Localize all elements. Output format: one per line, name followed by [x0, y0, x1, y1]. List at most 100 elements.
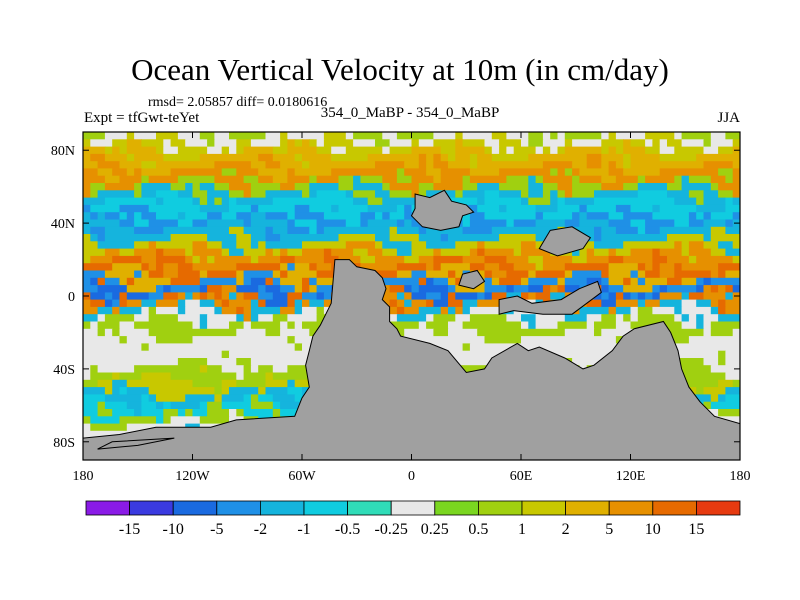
field-cell — [608, 255, 624, 264]
field-cell — [156, 299, 179, 308]
field-cell — [710, 321, 740, 330]
field-cell — [280, 285, 296, 293]
field-cell — [90, 212, 99, 221]
field-cell — [433, 299, 449, 308]
field-cell — [389, 234, 420, 242]
field-cell — [521, 336, 617, 344]
field-cell — [710, 270, 719, 279]
field-cell — [718, 350, 726, 359]
colorbar-swatch — [434, 500, 479, 516]
field-cell — [448, 299, 464, 308]
colorbar-swatch — [565, 500, 610, 516]
field-cell — [156, 161, 215, 170]
stats-label: rmsd= 2.05857 diff= 0.0180616 — [148, 95, 328, 110]
field-cell — [506, 314, 522, 323]
field-cell — [455, 292, 478, 301]
field-cell — [243, 409, 274, 417]
field-cell — [710, 212, 734, 221]
field-cell — [243, 394, 252, 403]
field-cell — [258, 241, 267, 250]
colorbar-label: 10 — [645, 521, 661, 538]
field-cell — [148, 292, 164, 301]
field-cell — [112, 168, 128, 177]
field-cell — [725, 358, 740, 366]
field-cell — [258, 168, 288, 177]
field-cell — [258, 394, 274, 403]
field-cell — [433, 132, 456, 140]
field-cell — [112, 292, 121, 301]
field-cell — [243, 219, 252, 228]
field-cell — [199, 299, 215, 308]
colorbar-swatch — [521, 500, 566, 516]
field-cell — [163, 248, 186, 257]
field-cell — [148, 241, 157, 250]
field-cell — [732, 328, 740, 337]
colorbar-label: -2 — [254, 521, 267, 538]
field-cell — [134, 132, 157, 140]
colorbar-swatch — [477, 500, 523, 516]
field-cell — [104, 248, 121, 257]
field-cell — [718, 190, 734, 199]
field-cell — [462, 299, 478, 308]
field-cell — [477, 328, 566, 337]
field-cell — [440, 175, 464, 184]
field-cell — [360, 336, 486, 344]
field-cell — [229, 146, 237, 155]
field-cell — [696, 321, 705, 330]
colorbar-label: 0.5 — [468, 521, 488, 538]
field-cell — [630, 153, 661, 162]
field-cell — [170, 372, 237, 381]
field-cell — [258, 204, 296, 213]
field-cell — [97, 285, 128, 293]
field-cell — [287, 321, 296, 330]
field-cell — [433, 175, 442, 184]
field-cell — [163, 292, 179, 301]
field-cell — [550, 197, 559, 206]
field-cell — [280, 409, 303, 417]
field-cell — [608, 292, 617, 301]
field-cell — [309, 285, 318, 293]
field-cell — [214, 394, 223, 403]
field-cell — [287, 379, 296, 388]
field-cell — [608, 219, 632, 228]
colorbar-label: -0.25 — [375, 521, 408, 538]
field-cell — [199, 277, 237, 286]
field-cell — [207, 292, 215, 301]
field-cell — [667, 328, 705, 337]
field-cell — [207, 255, 215, 264]
field-cell — [126, 277, 135, 286]
field-cell — [659, 248, 683, 257]
field-cell — [535, 263, 544, 272]
field-cell — [97, 321, 121, 330]
field-cell — [426, 314, 434, 323]
field-cell — [630, 270, 639, 279]
field-cell — [389, 139, 413, 148]
field-cell — [710, 299, 719, 308]
field-cell — [375, 255, 405, 264]
field-cell — [309, 226, 318, 235]
colorbar-swatch — [390, 500, 436, 516]
field-cell — [199, 292, 208, 301]
field-cell — [411, 299, 427, 308]
field-cell — [535, 292, 551, 301]
field-cell — [134, 314, 150, 323]
field-cell — [280, 306, 296, 315]
field-cell — [236, 292, 245, 301]
land-northern-continent — [410, 189, 475, 231]
field-cell — [601, 270, 610, 279]
field-cell — [207, 212, 223, 221]
field-cell — [499, 139, 522, 148]
field-cell — [221, 241, 237, 250]
field-cell — [521, 139, 529, 148]
field-cell — [141, 270, 150, 279]
field-cell — [703, 234, 712, 242]
field-cell — [579, 219, 610, 228]
field-cell — [469, 168, 500, 177]
field-cell — [141, 190, 157, 199]
field-cell — [608, 285, 624, 293]
field-cell — [141, 212, 157, 221]
field-cell — [718, 263, 740, 272]
field-cell — [710, 226, 726, 235]
field-cell — [156, 306, 179, 315]
field-cell — [309, 204, 332, 213]
